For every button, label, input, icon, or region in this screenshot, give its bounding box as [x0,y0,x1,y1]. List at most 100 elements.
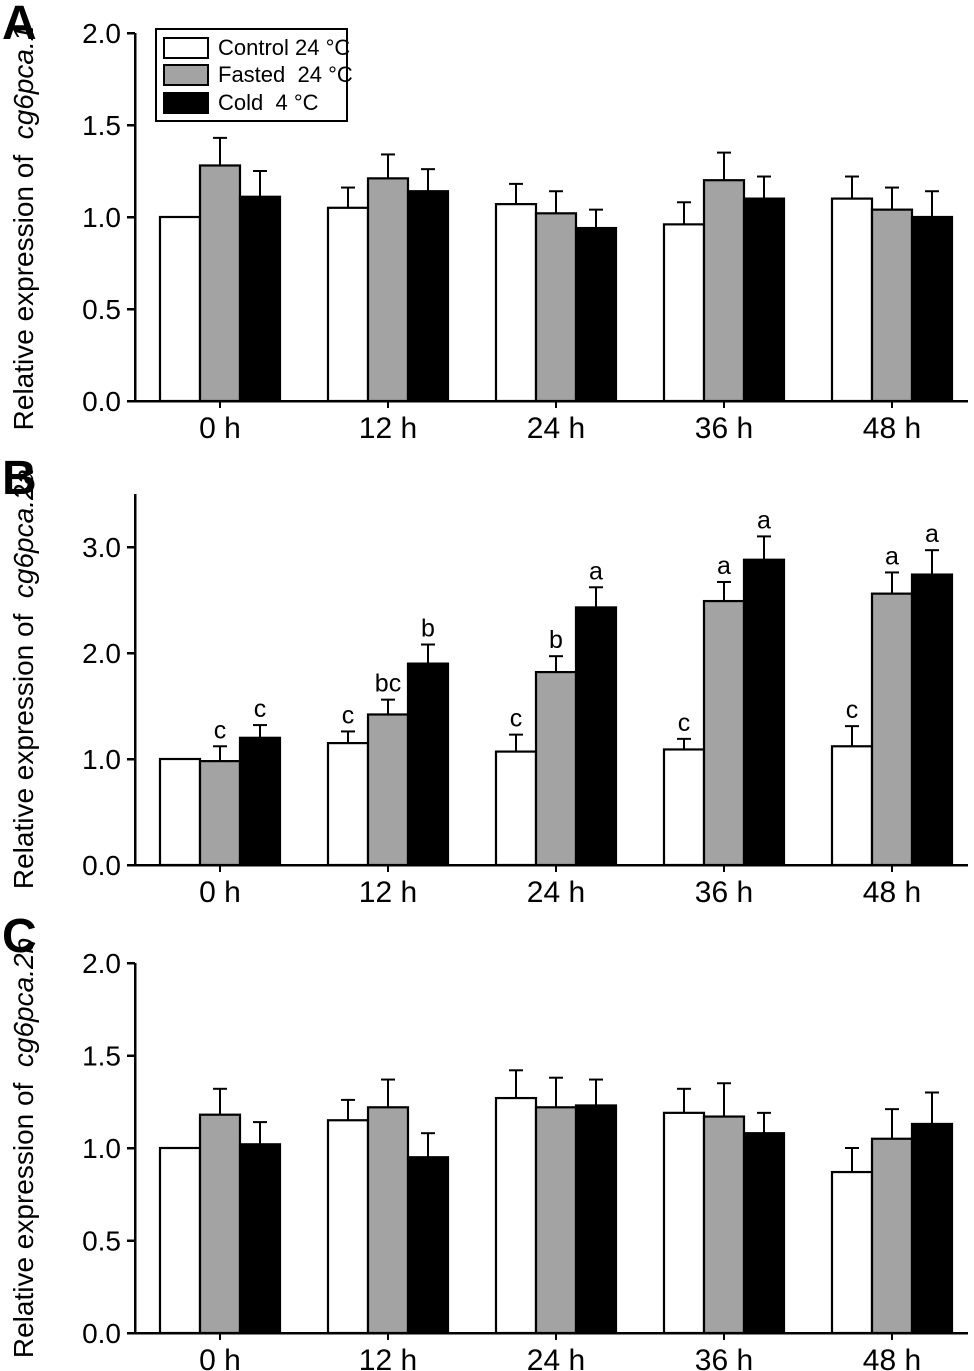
legend-item-fasted: Fasted 24 °C [163,62,353,89]
bar [910,573,954,867]
bar [662,1111,706,1335]
sig-letter: a [589,557,603,585]
legend-label-cold: Cold 4 °C [218,89,319,115]
bar [870,592,914,867]
bar [574,1104,618,1335]
bar [870,208,914,403]
panel-label-c: C [2,910,37,963]
bar [742,558,786,867]
bar [494,203,538,403]
bar [742,1132,786,1335]
y-tick-label: 3.0 [82,532,121,563]
x-tick-label: 36 h [695,1344,753,1371]
panel-label-a: A [2,0,37,50]
bar [406,190,450,403]
y-tick-label: 2.0 [82,638,121,669]
bar [574,606,618,867]
bar [662,223,706,403]
y-tick-label: 0.0 [82,1318,121,1349]
bar [702,179,746,403]
x-tick-label: 48 h [863,876,921,909]
sig-letter: a [717,552,731,580]
panel-label-b: B [2,452,37,505]
legend-item-cold: Cold 4 °C [163,89,340,116]
bar [702,1115,746,1335]
bar [158,1146,202,1335]
bar [910,1122,954,1335]
bar [406,662,450,867]
legend: Control 24 °C Fasted 24 °C Cold 4 °C [155,28,353,122]
y-tick-label: 2.0 [82,18,121,49]
bar [742,197,786,403]
x-tick-label: 24 h [527,876,585,909]
bar [366,1106,410,1335]
y-axis-title-c: Relative expression of cg6pca.2b [8,938,40,1358]
bar [830,745,874,867]
y-tick-label: 0.5 [82,1226,121,1257]
legend-swatch-fasted [163,64,209,86]
bar [326,1119,370,1335]
sig-letter: c [678,709,691,737]
x-tick-label: 12 h [359,1344,417,1371]
bar [910,215,954,403]
y-axis-title-a: Relative expression of cg6pca.1 [8,26,40,431]
bar [494,1096,538,1335]
bar [870,1137,914,1335]
bar [198,164,242,403]
y-axis-title-prefix: Relative expression of [8,1082,39,1359]
x-tick-label: 0 h [199,1344,241,1371]
legend-swatch-control [163,36,209,59]
bar [238,736,282,867]
bar [662,748,706,867]
x-tick-label: 12 h [359,876,417,909]
x-tick-label: 48 h [863,1344,921,1371]
x-tick-label: 12 h [359,412,417,445]
x-tick-label: 24 h [527,1344,585,1371]
bar [326,741,370,867]
bar [326,206,370,403]
legend-swatch-cold [163,91,209,114]
bar [366,177,410,403]
bar [406,1156,450,1335]
sig-letter: c [510,705,523,733]
y-axis-title-prefix: Relative expression of [8,154,39,431]
legend-item-control: Control 24 °C [163,34,350,61]
x-tick-label: 24 h [527,412,585,445]
x-tick-label: 36 h [695,876,753,909]
x-tick-label: 0 h [199,876,241,909]
y-tick-label: 1.5 [82,1041,121,1072]
y-tick-label: 1.0 [82,202,121,233]
legend-label-control: Control 24 °C [218,34,351,60]
sig-letter: a [885,542,899,570]
bar [574,226,618,403]
bar [198,760,242,867]
y-tick-label: 2.0 [82,948,121,979]
bar [238,1143,282,1335]
sig-letter: a [757,506,771,534]
y-axis-title-b: Relative expression of cg6pca.2a [8,469,40,889]
bar [702,599,746,867]
bar [158,215,202,403]
x-tick-label: 0 h [199,412,241,445]
bar [198,1113,242,1335]
sig-letter: c [214,716,227,744]
legend-label-fasted: Fasted 24 °C [218,62,353,87]
bar [494,750,538,867]
bar [534,212,578,403]
bar [830,1170,874,1335]
sig-letter: bc [375,670,401,698]
sig-letter: c [342,701,355,729]
y-tick-label: 0.0 [82,386,121,417]
y-axis-title-prefix: Relative expression of [8,613,39,890]
sig-letter: c [846,696,859,724]
sig-letter: b [549,626,563,654]
bar [238,195,282,403]
bar [534,1106,578,1335]
sig-letter: c [254,695,267,723]
bar [158,757,202,867]
y-tick-label: 0.5 [82,294,121,325]
y-tick-label: 1.0 [82,1133,121,1164]
bar [366,713,410,867]
